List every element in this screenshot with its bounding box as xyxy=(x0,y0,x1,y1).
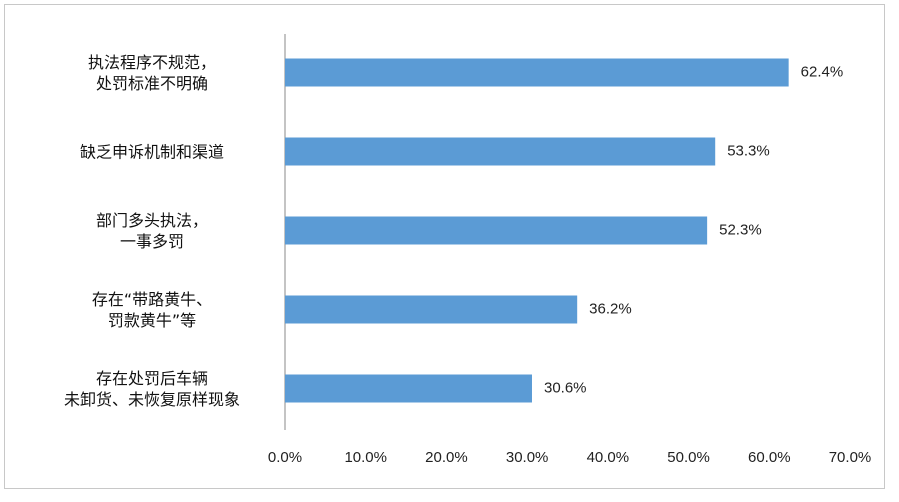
value-label: 62.4% xyxy=(801,63,844,80)
y-tick-label: 存在“带路黄牛、 罚款黄牛”等 xyxy=(91,289,213,330)
x-tick-label: 50.0% xyxy=(667,449,710,466)
x-tick-label: 40.0% xyxy=(587,449,630,466)
y-tick-label: 缺乏申诉机制和渠道 xyxy=(79,142,224,161)
y-tick-label: 执法程序不规范， 处罚标准不明确 xyxy=(87,52,216,93)
x-tick-label: 20.0% xyxy=(425,449,468,466)
x-tick-label: 0.0% xyxy=(268,449,302,466)
y-tick-label: 存在处罚后车辆 未卸货、未恢复原样现象 xyxy=(63,368,240,409)
bar xyxy=(285,137,716,166)
value-label: 36.2% xyxy=(589,300,632,317)
bar xyxy=(285,216,708,245)
bar xyxy=(285,295,578,324)
chart-border xyxy=(4,4,885,489)
x-tick-label: 70.0% xyxy=(829,449,872,466)
y-tick-label: 部门多头执法， 一事多罚 xyxy=(95,210,208,251)
value-label: 53.3% xyxy=(727,142,770,159)
x-tick-label: 60.0% xyxy=(748,449,791,466)
value-label: 52.3% xyxy=(719,221,762,238)
x-tick-label: 10.0% xyxy=(344,449,387,466)
value-label: 30.6% xyxy=(544,379,587,396)
bar xyxy=(285,374,532,403)
x-tick-label: 30.0% xyxy=(506,449,549,466)
bar xyxy=(285,58,789,87)
